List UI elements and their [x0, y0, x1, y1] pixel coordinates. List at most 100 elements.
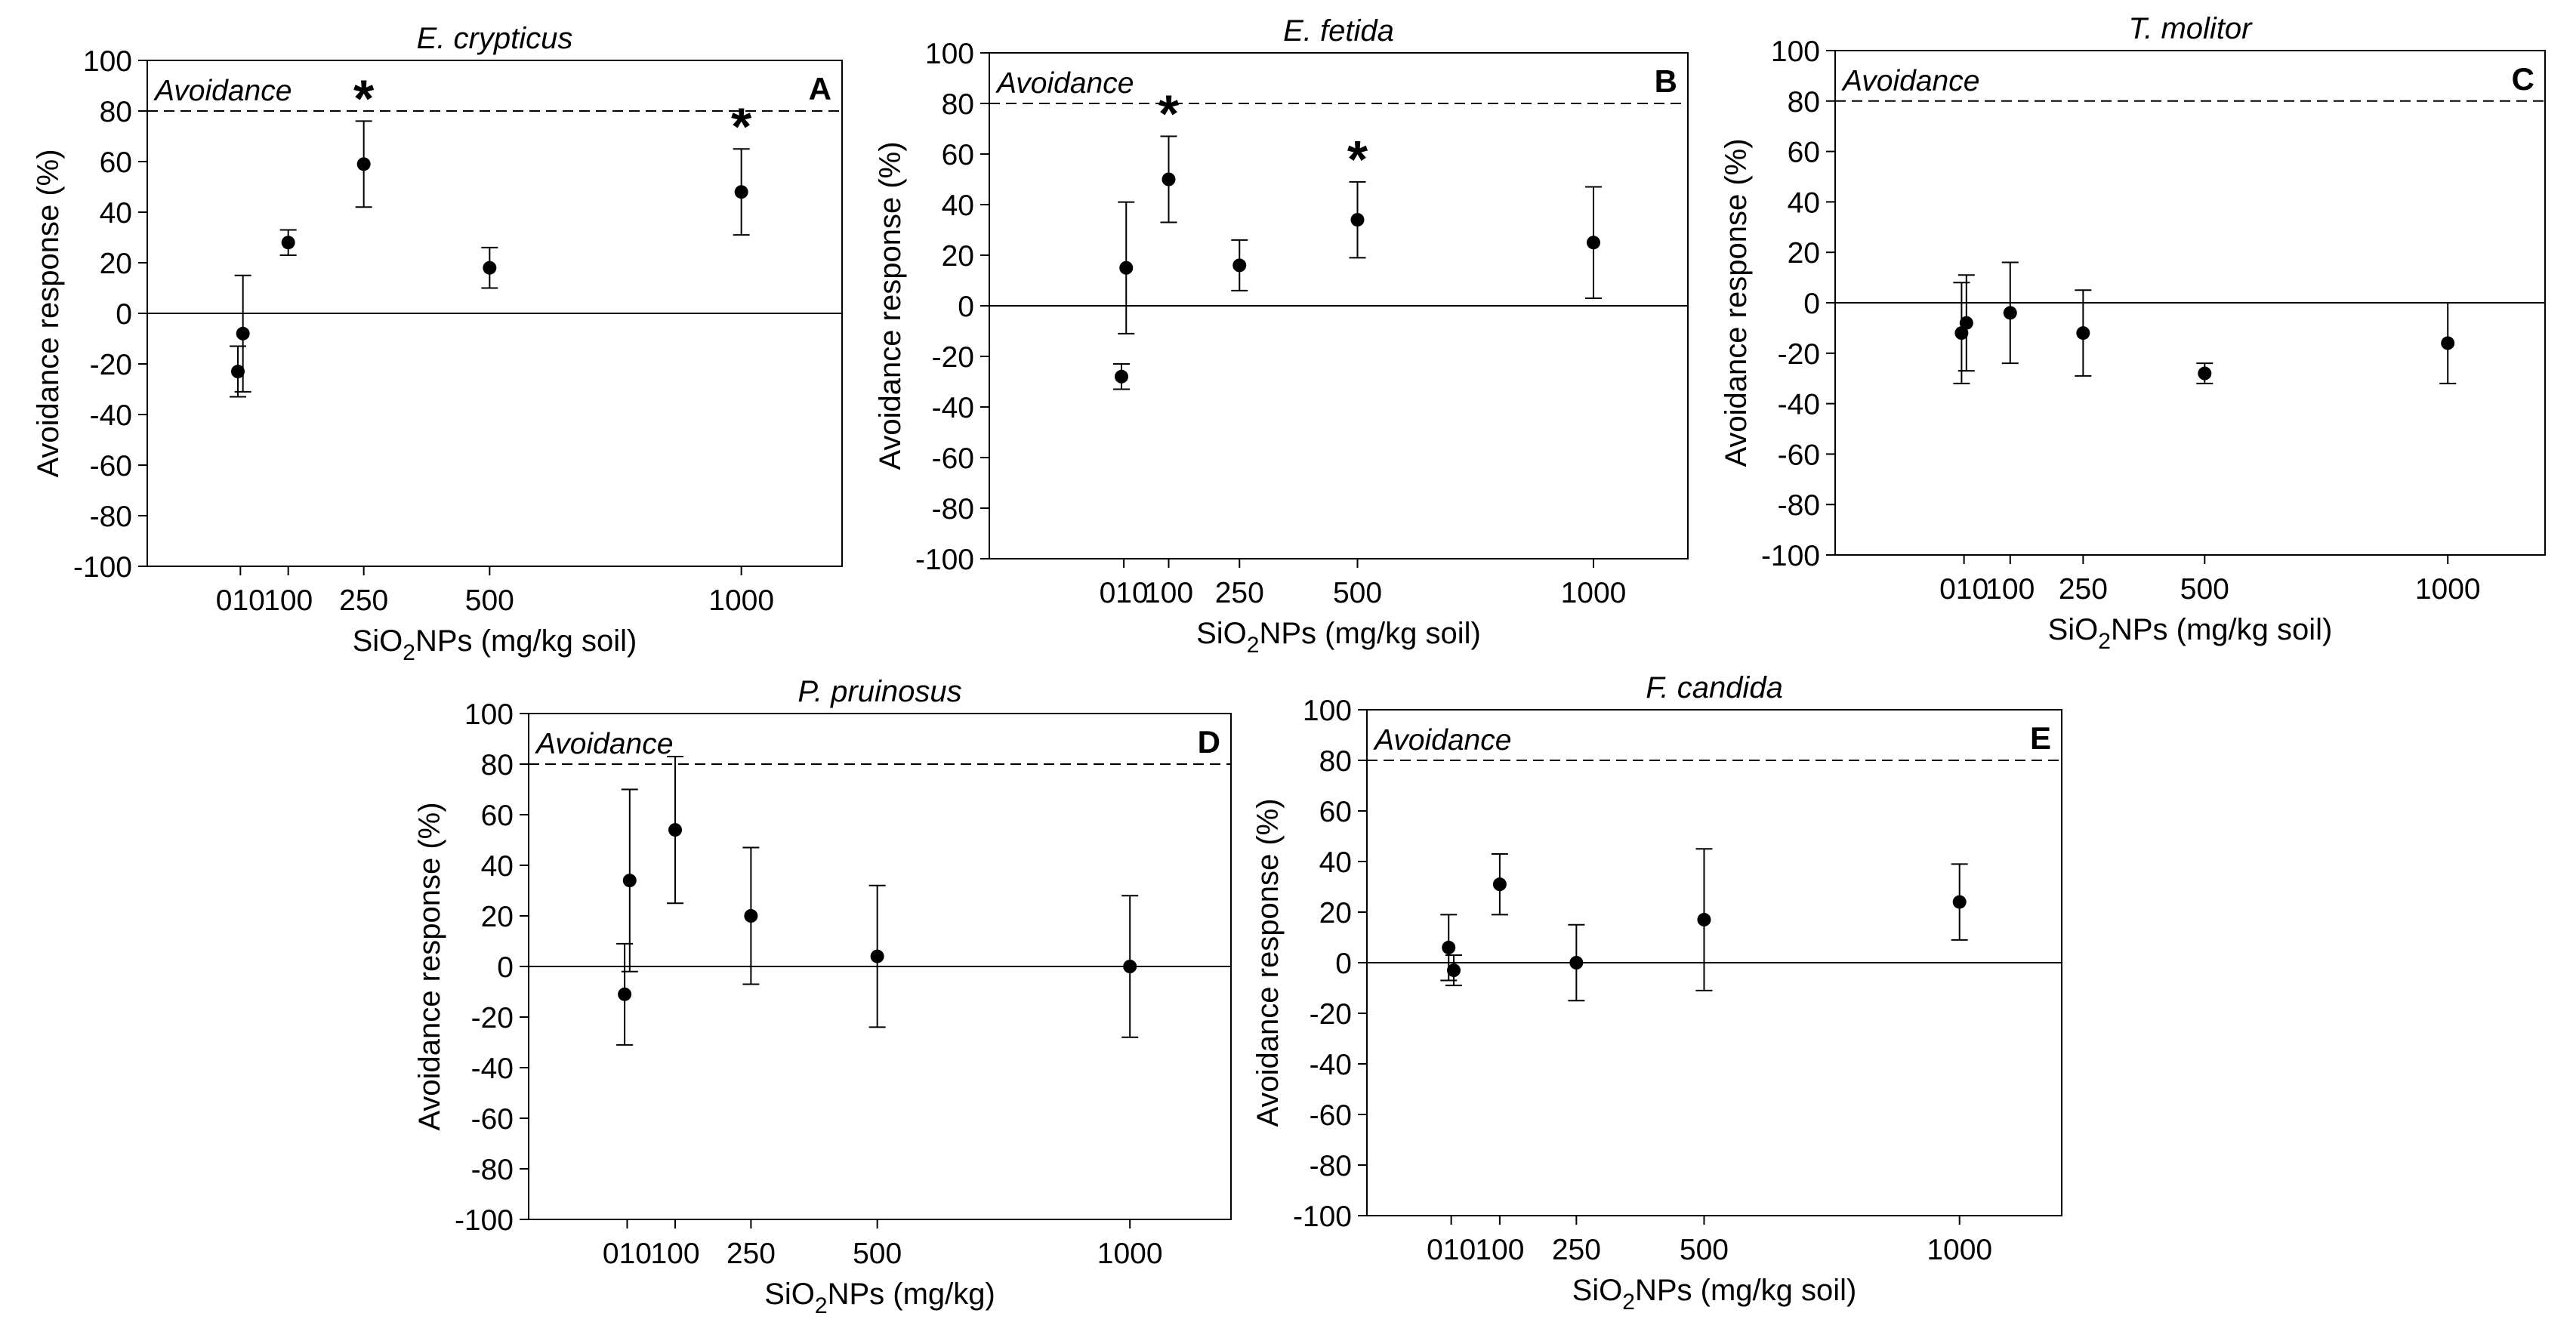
y-tick-label: -40 [932, 392, 974, 424]
avoidance-label: Avoidance [535, 728, 673, 760]
y-tick-label: 20 [1319, 897, 1352, 929]
x-tick-label: 010 [1100, 577, 1149, 609]
x-tick-label: 100 [1144, 577, 1193, 609]
data-point [1959, 316, 1973, 330]
data-point [618, 987, 632, 1001]
y-tick-label: 100 [1771, 35, 1820, 68]
x-axis-label-part: SiO [1196, 617, 1247, 650]
x-axis-label-part: NPs (mg/kg soil) [1635, 1274, 1856, 1307]
x-axis-label-part: SiO [353, 624, 403, 658]
data-point [1954, 326, 1969, 341]
data-point [236, 326, 250, 341]
x-axis-label-part: NPs (mg/kg soil) [2111, 613, 2332, 646]
y-tick-label: -80 [471, 1154, 514, 1186]
y-tick-label: -100 [455, 1204, 514, 1237]
data-point [231, 365, 245, 379]
y-tick-label: -60 [1778, 439, 1820, 471]
y-tick-label: -40 [471, 1053, 514, 1085]
y-tick-label: -40 [1310, 1049, 1352, 1081]
significance-star: * [1347, 130, 1368, 189]
x-axis-label-sub: 2 [403, 640, 415, 665]
data-point [2198, 366, 2212, 381]
data-point [1952, 895, 1967, 909]
y-axis-label: Avoidance response (%) [1720, 138, 1753, 467]
data-point [2441, 336, 2455, 350]
panel-b: Avoidance B E. fetida -100 -80 -60 -40 -20 0 20 40… [874, 14, 1689, 658]
y-tick-label: 100 [83, 45, 132, 78]
y-tick-label: 0 [1803, 288, 1820, 320]
y-axis-label: Avoidance response (%) [874, 141, 907, 470]
x-tick-label: 1000 [1927, 1234, 1992, 1266]
y-tick-label: -80 [90, 501, 132, 533]
y-tick-label: 60 [481, 800, 514, 832]
x-axis-label-part: NPs (mg/kg) [828, 1278, 995, 1311]
data-point [1492, 877, 1507, 892]
panel-letter: A [809, 71, 831, 106]
significance-star: * [731, 97, 752, 156]
data-point [1232, 258, 1247, 273]
x-tick-label: 500 [1680, 1234, 1729, 1266]
y-tick-label: -80 [1778, 489, 1820, 522]
y-tick-label: -60 [1310, 1099, 1352, 1132]
y-tick-label: 20 [942, 240, 974, 273]
y-tick-label: -60 [471, 1103, 514, 1136]
x-axis-label-sub: 2 [1622, 1290, 1635, 1315]
x-axis-label: SiO2NPs (mg/kg soil) [1572, 1274, 1857, 1315]
y-tick-label: -100 [915, 544, 974, 576]
panel-letter: C [2512, 61, 2534, 97]
x-tick-label: 010 [1427, 1234, 1476, 1266]
data-point [744, 909, 758, 923]
y-tick-label: 20 [1788, 237, 1820, 270]
y-tick-label: -20 [90, 349, 132, 381]
data-point [2076, 326, 2090, 341]
data-point [1587, 236, 1600, 250]
y-tick-label: 100 [464, 698, 514, 731]
x-tick-label: 010 [603, 1238, 652, 1270]
panel-d: Avoidance D P. pruinosus -100 -80 -60 -40 -20 0 2… [413, 675, 1232, 1318]
x-axis-label: SiO2NPs (mg/kg soil) [1196, 617, 1481, 658]
y-tick-label: -60 [932, 442, 974, 475]
x-tick-label: 100 [1985, 573, 2035, 606]
x-axis-label: SiO2NPs (mg/kg soil) [353, 624, 637, 665]
y-tick-label: 40 [1788, 186, 1820, 219]
y-tick-label: 40 [942, 190, 974, 222]
y-tick-label: -20 [1778, 338, 1820, 371]
x-tick-label: 1000 [2415, 573, 2481, 606]
panel-letter: B [1655, 63, 1677, 99]
panel-e: Avoidance E F. candida -100 -80 -60 -40 -20 0 20 4… [1251, 671, 2062, 1315]
avoidance-label: Avoidance [1373, 724, 1511, 757]
data-point [1162, 172, 1176, 186]
x-tick-label: 500 [2180, 573, 2229, 606]
y-tick-label: 100 [1303, 695, 1352, 727]
y-tick-label: 0 [116, 298, 132, 331]
data-point [1123, 960, 1137, 973]
x-axis-label-part: NPs (mg/kg soil) [415, 624, 637, 658]
significance-star: * [1158, 85, 1180, 143]
y-tick-label: -20 [471, 1002, 514, 1034]
data-point [1442, 940, 1456, 954]
y-tick-label: 80 [1788, 86, 1820, 119]
x-tick-label: 250 [727, 1238, 776, 1270]
data-point [356, 157, 371, 171]
y-tick-label: 40 [481, 850, 514, 883]
panel-letter: E [2030, 720, 2051, 756]
data-point [1350, 213, 1365, 227]
y-tick-label: 40 [100, 197, 132, 230]
x-axis-label-part: NPs (mg/kg soil) [1259, 617, 1480, 650]
data-point [281, 236, 295, 250]
x-axis-label-part: SiO [2048, 613, 2099, 646]
y-tick-label: 20 [481, 901, 514, 933]
data-point [734, 185, 748, 199]
avoidance-label: Avoidance [1841, 65, 1979, 97]
avoidance-label: Avoidance [153, 75, 292, 107]
x-tick-label: 100 [1475, 1234, 1524, 1266]
y-tick-label: -60 [90, 450, 132, 482]
panel-title: F. candida [1646, 671, 1783, 704]
data-point [1447, 963, 1461, 978]
panel-title: P. pruinosus [797, 675, 961, 708]
y-tick-label: 80 [942, 88, 974, 121]
x-axis-label: SiO2NPs (mg/kg soil) [2048, 613, 2333, 654]
y-tick-label: -100 [73, 551, 132, 584]
avoidance-label: Avoidance [995, 67, 1134, 100]
